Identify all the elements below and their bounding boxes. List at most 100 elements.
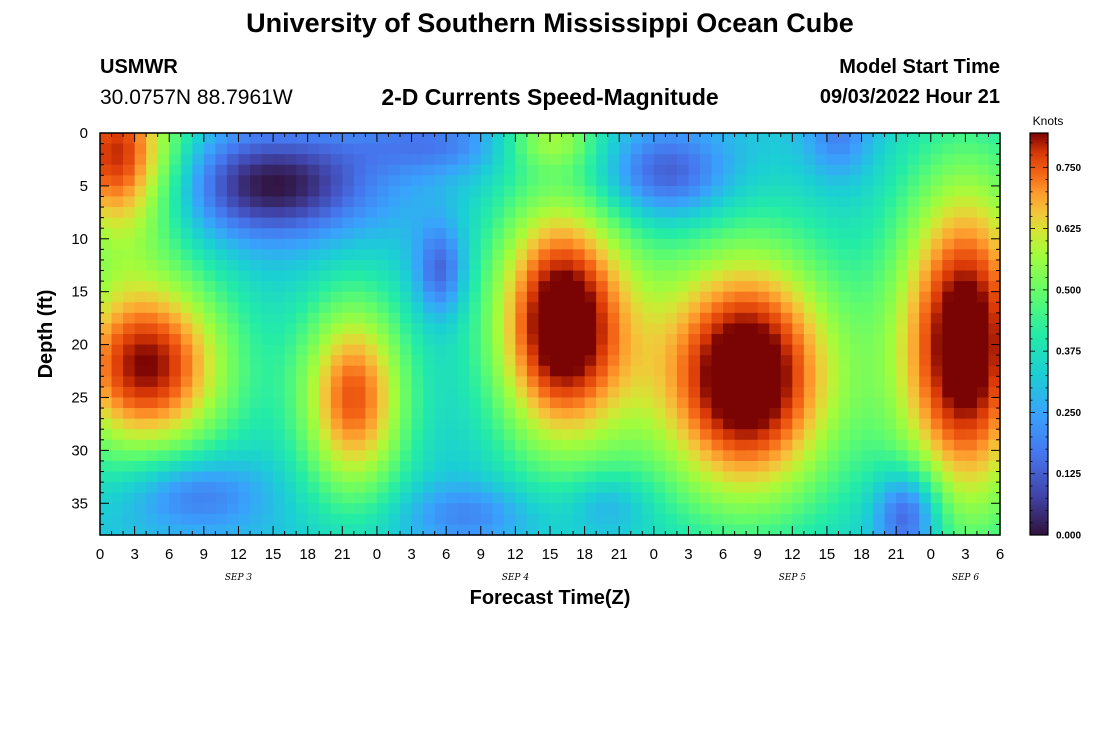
- heatmap-cell: [146, 143, 159, 155]
- heatmap-cell: [226, 482, 240, 494]
- heatmap-cell: [307, 450, 320, 462]
- heatmap-cell: [180, 376, 193, 388]
- heatmap-cell: [400, 386, 413, 399]
- heatmap-cell: [342, 450, 355, 462]
- heatmap-cell: [988, 492, 1001, 504]
- heatmap-cell: [942, 334, 955, 346]
- heatmap-cell: [134, 397, 147, 409]
- heatmap-cell: [653, 450, 666, 462]
- heatmap-cell: [169, 429, 182, 441]
- heatmap-cell: [561, 418, 574, 430]
- heatmap-cell: [919, 185, 932, 198]
- heatmap-cell: [457, 291, 470, 303]
- heatmap-cell: [111, 482, 124, 494]
- heatmap-cell: [353, 355, 366, 367]
- colorbar-tick-label: 0.625: [1056, 224, 1081, 235]
- heatmap-cell: [711, 143, 724, 155]
- heatmap-cell: [307, 386, 320, 399]
- heatmap-cell: [700, 376, 713, 388]
- heatmap-cell: [665, 492, 678, 504]
- heatmap-cell: [515, 471, 528, 483]
- heatmap-cell: [123, 281, 136, 293]
- heatmap-cell: [480, 471, 493, 483]
- heatmap-cell: [896, 196, 909, 208]
- heatmap-cell: [769, 323, 782, 335]
- heatmap-cell: [215, 312, 228, 325]
- heatmap-cell: [388, 460, 401, 473]
- heatmap-cell: [688, 217, 701, 229]
- heatmap-cell: [284, 492, 297, 504]
- heatmap-cell: [815, 355, 828, 367]
- heatmap-cell: [411, 334, 424, 346]
- heatmap-cell: [480, 185, 493, 198]
- heatmap-cell: [250, 397, 263, 409]
- heatmap-cell: [423, 270, 436, 282]
- heatmap-cell: [873, 492, 886, 504]
- heatmap-cell: [134, 355, 147, 367]
- heatmap-cell: [746, 450, 759, 462]
- heatmap-cell: [584, 228, 597, 240]
- heatmap-cell: [919, 259, 932, 272]
- heatmap-cell: [838, 344, 851, 356]
- heatmap-cell: [538, 164, 551, 176]
- heatmap-cell: [538, 312, 551, 325]
- heatmap-cell: [688, 249, 701, 261]
- heatmap-cell: [238, 376, 251, 388]
- heatmap-cell: [538, 344, 551, 356]
- y-tick-label: 35: [71, 495, 88, 512]
- heatmap-cell: [250, 185, 263, 198]
- heatmap-cell: [457, 471, 470, 483]
- heatmap-cell: [769, 344, 782, 356]
- heatmap-cell: [469, 482, 482, 494]
- heatmap-cell: [561, 133, 574, 145]
- heatmap-cell: [561, 386, 574, 399]
- heatmap-cell: [400, 185, 413, 198]
- heatmap-cell: [538, 175, 551, 187]
- heatmap-cell: [896, 323, 909, 335]
- heatmap-cell: [861, 133, 874, 145]
- heatmap-cell: [526, 164, 540, 176]
- heatmap-cell: [411, 164, 424, 176]
- heatmap-cell: [492, 492, 505, 504]
- heatmap-cell: [850, 154, 863, 166]
- heatmap-cell: [388, 270, 401, 282]
- heatmap-cell: [423, 291, 436, 303]
- heatmap-cell: [273, 334, 286, 346]
- heatmap-cell: [584, 365, 597, 377]
- heatmap-cell: [757, 408, 770, 420]
- heatmap-cell: [434, 207, 447, 219]
- heatmap-cell: [780, 429, 793, 441]
- heatmap-cell: [723, 249, 736, 261]
- heatmap-cell: [411, 249, 424, 261]
- heatmap-cell: [734, 291, 747, 303]
- model-start-value: 09/03/2022 Hour 21: [819, 86, 1000, 108]
- heatmap-cell: [976, 439, 990, 451]
- heatmap-cell: [365, 291, 378, 303]
- heatmap-cell: [469, 524, 482, 536]
- heatmap-cell: [676, 185, 690, 198]
- heatmap-cell: [723, 196, 736, 208]
- heatmap-cell: [642, 524, 655, 536]
- heatmap-cell: [330, 154, 343, 166]
- x-tick-label: 0: [96, 546, 104, 563]
- heatmap-cell: [884, 355, 897, 367]
- heatmap-cell: [169, 492, 182, 504]
- heatmap-cell: [723, 228, 736, 240]
- heatmap-cell: [803, 334, 816, 346]
- heatmap-cell: [723, 344, 736, 356]
- heatmap-cell: [526, 471, 540, 483]
- heatmap-cell: [446, 355, 459, 367]
- heatmap-cell: [676, 175, 690, 187]
- heatmap-cell: [423, 154, 436, 166]
- heatmap-cell: [273, 164, 286, 176]
- heatmap-cell: [434, 513, 447, 526]
- heatmap-cell: [700, 460, 713, 473]
- heatmap-cell: [676, 270, 690, 282]
- heatmap-cell: [815, 154, 828, 166]
- heatmap-cell: [826, 133, 840, 145]
- heatmap-cell: [307, 270, 320, 282]
- heatmap-cell: [919, 482, 932, 494]
- heatmap-cell: [711, 207, 724, 219]
- heatmap-cell: [411, 386, 424, 399]
- heatmap-cell: [134, 386, 147, 399]
